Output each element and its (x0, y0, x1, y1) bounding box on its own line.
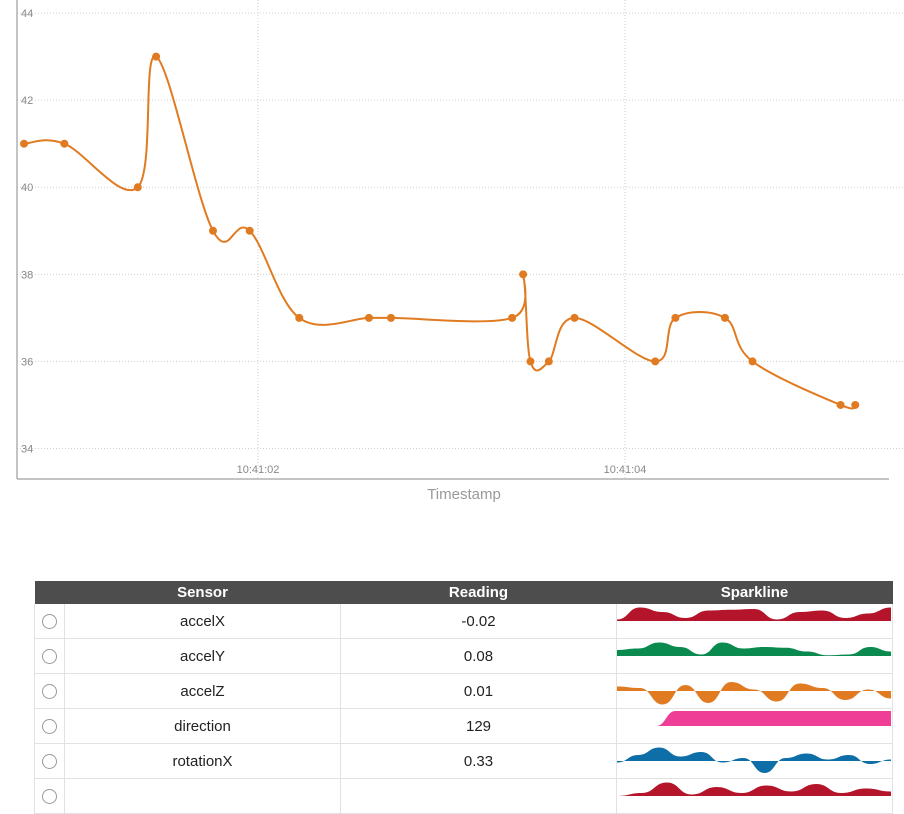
y-tick-labels: 34 36 38 40 42 44 (21, 8, 33, 455)
y-tick-label: 36 (21, 356, 33, 368)
sensor-name-cell: accelY (64, 638, 341, 674)
sparkline-cell (616, 743, 893, 779)
sparkline-area (617, 642, 891, 656)
line-chart: 34 36 38 40 42 44 10:41:02 10:41:04 Timestamp (16, 0, 904, 503)
sparkline (617, 711, 891, 726)
row-select-cell (34, 743, 65, 779)
data-point[interactable] (851, 400, 860, 409)
row-select-radio[interactable] (42, 684, 57, 700)
row-select-radio[interactable] (42, 754, 57, 770)
sensor-name-cell: accelZ (64, 673, 341, 709)
reading-cell: 0.01 (340, 673, 617, 709)
row-select-cell (34, 708, 65, 744)
sensor-name-cell: direction (64, 708, 341, 744)
sensor-name-cell: accelX (64, 604, 341, 639)
row-select-cell (34, 673, 65, 709)
data-point[interactable] (836, 400, 845, 409)
sparkline-area (617, 682, 891, 705)
sparkline (617, 607, 891, 621)
sparkline-column-header[interactable]: Sparkline (616, 581, 893, 604)
x-axis-title: Timestamp (427, 486, 501, 503)
reading-cell: -0.02 (340, 604, 617, 639)
y-tick-label: 40 (21, 182, 33, 194)
table-row[interactable]: accelZ 0.01 (34, 673, 893, 709)
data-point[interactable] (20, 139, 28, 148)
sparkline-area (617, 782, 891, 796)
row-select-radio[interactable] (42, 614, 57, 630)
table-row[interactable]: accelX -0.02 (34, 604, 893, 639)
y-tick-label: 42 (21, 95, 33, 107)
y-tick-label: 34 (21, 444, 33, 456)
select-column-header (34, 581, 65, 604)
data-point[interactable] (748, 357, 757, 366)
sparkline-area (617, 711, 891, 726)
sensor-name-cell: rotationX (64, 743, 341, 779)
sparkline (617, 642, 891, 656)
series-line (23, 55, 856, 410)
data-point[interactable] (209, 226, 218, 235)
reading-cell: 129 (340, 708, 617, 744)
table-header-row: Sensor Reading Sparkline (34, 581, 893, 604)
data-point[interactable] (651, 357, 660, 366)
data-point[interactable] (526, 357, 535, 366)
data-point[interactable] (60, 139, 69, 148)
reading-cell (340, 778, 617, 814)
series-layer (20, 52, 860, 410)
sparkline-area (617, 607, 891, 621)
data-point[interactable] (364, 313, 373, 322)
table-row[interactable]: accelY 0.08 (34, 638, 893, 674)
reading-column-header[interactable]: Reading (340, 581, 617, 604)
data-point[interactable] (387, 313, 395, 322)
data-point[interactable] (720, 313, 729, 322)
sensor-table: Sensor Reading Sparkline accelX -0.02 acce… (34, 581, 893, 814)
data-point[interactable] (295, 313, 304, 322)
reading-cell: 0.08 (340, 638, 617, 674)
sparkline-cell (616, 638, 893, 674)
sparkline (617, 747, 891, 773)
sparkline-cell (616, 708, 893, 744)
reading-cell: 0.33 (340, 743, 617, 779)
row-select-cell (34, 778, 65, 814)
grid-layer (17, 0, 904, 479)
row-select-cell (34, 638, 65, 674)
data-point[interactable] (544, 357, 553, 366)
data-point[interactable] (519, 270, 528, 279)
sparkline-cell (616, 778, 893, 814)
y-tick-label: 44 (21, 8, 33, 20)
x-tick-labels: 10:41:02 10:41:04 (237, 464, 647, 476)
table-row[interactable] (34, 778, 893, 814)
x-tick-label: 10:41:02 (237, 464, 280, 476)
sensor-column-header[interactable]: Sensor (64, 581, 341, 604)
sparkline (617, 782, 891, 796)
data-point[interactable] (245, 226, 254, 235)
data-point[interactable] (671, 313, 680, 322)
data-point[interactable] (570, 313, 579, 322)
y-tick-label: 38 (21, 269, 33, 281)
table-row[interactable]: rotationX 0.33 (34, 743, 893, 779)
sparkline-cell (616, 673, 893, 709)
data-point[interactable] (133, 183, 142, 192)
sparkline-cell (616, 604, 893, 639)
x-tick-label: 10:41:04 (604, 464, 647, 476)
sparkline (617, 682, 891, 705)
data-point[interactable] (508, 313, 517, 322)
row-select-radio[interactable] (42, 789, 57, 805)
data-point[interactable] (152, 52, 161, 61)
table-row[interactable]: direction 129 (34, 708, 893, 744)
row-select-radio[interactable] (42, 649, 57, 665)
table-body: accelX -0.02 accelY 0.08 accelZ 0.01 direction… (34, 604, 893, 814)
row-select-radio[interactable] (42, 719, 57, 735)
sensor-name-cell (64, 778, 341, 814)
sparkline-area (617, 747, 891, 773)
row-select-cell (34, 604, 65, 639)
